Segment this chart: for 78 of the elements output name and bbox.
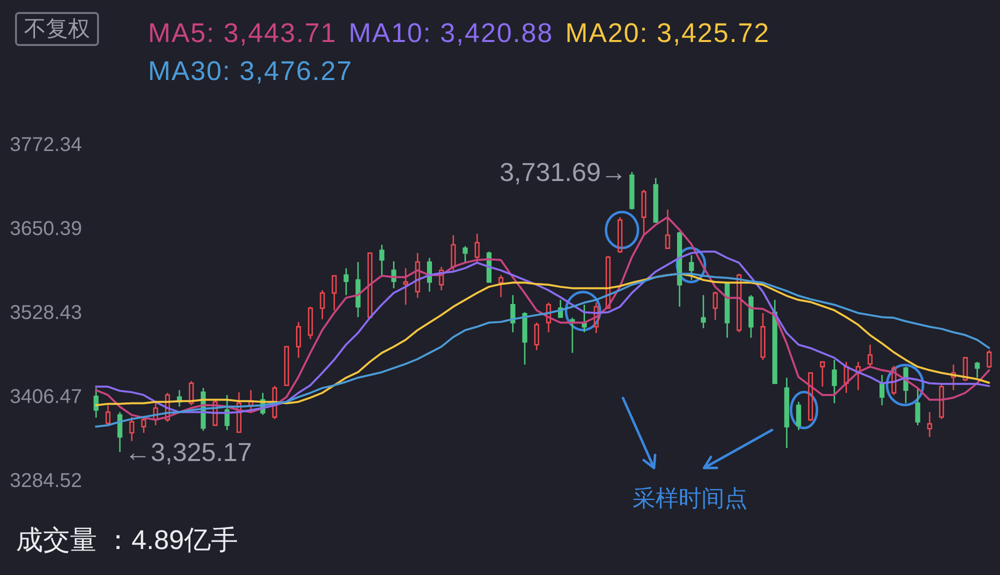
candlestick	[188, 380, 194, 406]
candlestick	[105, 404, 110, 427]
candlestick	[165, 392, 170, 423]
text: MA10: 3,420.88	[348, 17, 554, 50]
text: 成交量 ：4.89亿手	[16, 524, 238, 556]
candlestick	[950, 364, 956, 391]
candlestick	[438, 266, 444, 291]
candlestick	[510, 294, 516, 333]
line-series	[94, 250, 990, 414]
line-series	[94, 216, 990, 421]
candlestick	[629, 171, 634, 210]
candlestick	[832, 359, 837, 404]
y-tick-label: 3528.43	[10, 302, 82, 324]
candlestick	[546, 302, 552, 333]
candlestick	[367, 252, 372, 318]
candlestick	[236, 391, 242, 434]
candlestick	[915, 387, 920, 426]
y-tick-label: 3650.39	[10, 218, 82, 240]
candlestick	[117, 411, 122, 453]
candlestick	[808, 372, 814, 422]
candlestick	[618, 216, 623, 254]
candlestick	[962, 356, 968, 382]
y-tick-label: 3772.34	[10, 134, 82, 156]
annotation: ←3,325.17	[124, 437, 252, 467]
annotation: 3,731.69→	[500, 156, 627, 187]
candlestick	[974, 361, 980, 378]
candlestick	[688, 254, 694, 281]
candlestick	[403, 268, 408, 306]
candlestick	[474, 233, 480, 264]
candlestick	[784, 377, 790, 449]
candlestick	[534, 322, 540, 351]
candlestick	[641, 188, 646, 236]
candlestick	[594, 302, 599, 334]
button: 不复权	[15, 12, 99, 46]
candlestick	[332, 274, 337, 311]
candlestick	[891, 365, 896, 396]
candlestick	[570, 317, 575, 354]
candlestick	[582, 304, 587, 333]
candlestick	[212, 399, 218, 427]
candlestick	[248, 389, 254, 411]
candlestick	[653, 177, 658, 224]
candlestick	[415, 252, 420, 299]
candlestick	[498, 274, 504, 298]
candlestick	[320, 290, 325, 320]
text: 采样时间点	[632, 484, 748, 512]
y-tick-label: 3406.47	[10, 386, 82, 408]
candlestick	[712, 290, 718, 321]
candlestick	[153, 401, 158, 426]
y-tick-label: 3284.52	[10, 470, 82, 492]
candlestick	[856, 361, 861, 391]
candlestick	[284, 345, 290, 387]
candlestick	[796, 401, 802, 431]
candlestick	[868, 344, 873, 368]
candlestick	[760, 312, 766, 361]
candlestick	[844, 361, 849, 394]
candlestick	[94, 387, 99, 418]
candlestick	[296, 321, 302, 358]
candlestick	[522, 312, 528, 366]
text: MA30: 3,476.27	[148, 55, 353, 88]
candlestick	[391, 260, 396, 289]
candlestick	[986, 349, 992, 369]
candlestick	[272, 385, 278, 420]
candlestick	[141, 416, 146, 434]
candlestick	[379, 244, 384, 276]
text: MA20: 3,425.72	[565, 17, 770, 50]
candlestick	[606, 255, 611, 310]
candlestick	[820, 360, 825, 388]
candlestick	[129, 416, 134, 442]
candlestick	[344, 268, 349, 296]
candlestick	[450, 234, 456, 271]
candlestick	[665, 208, 670, 250]
candlestick	[927, 411, 932, 438]
candlestick	[700, 294, 706, 329]
text: MA5: 3,443.71	[148, 17, 337, 50]
candlestick	[462, 245, 468, 263]
candlestick	[308, 306, 313, 340]
candlestick	[939, 383, 944, 420]
candlestick	[736, 273, 742, 333]
